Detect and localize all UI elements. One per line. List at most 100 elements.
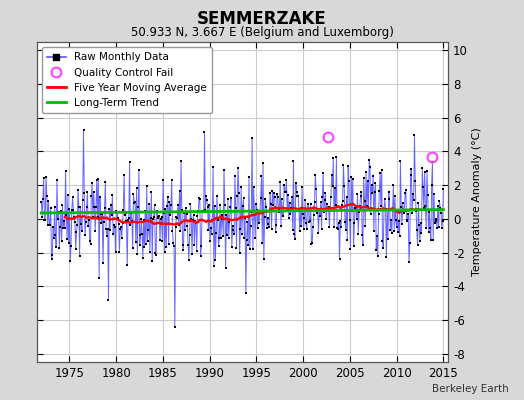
Point (277, 222, 285, 229)
Point (372, 246, 380, 253)
Point (261, 196, 269, 202)
Point (98, 211, 106, 218)
Point (79, 197, 87, 204)
Point (61, 167, 70, 174)
Point (223, 232, 231, 238)
Point (54, 209, 63, 216)
Point (274, 194, 282, 201)
Point (400, 210, 409, 216)
Point (51, 232, 60, 239)
Point (64, 192, 72, 198)
Point (99, 260, 107, 266)
Point (329, 155, 337, 162)
Point (356, 193, 365, 200)
Point (283, 207, 291, 214)
Point (62, 211, 71, 218)
Point (238, 230, 246, 237)
Point (424, 228, 433, 235)
Point (134, 204, 143, 210)
Point (245, 174, 253, 180)
Point (104, 226, 112, 232)
Point (180, 210, 189, 217)
Point (55, 244, 63, 251)
Point (296, 228, 304, 234)
Point (200, 129, 209, 136)
Point (174, 222, 183, 228)
Point (244, 242, 253, 248)
Point (333, 225, 341, 231)
Point (96, 211, 105, 217)
Point (204, 227, 213, 233)
Point (266, 190, 274, 196)
Point (420, 169, 429, 176)
Point (309, 223, 317, 230)
Point (122, 218, 130, 224)
Point (160, 210, 168, 216)
Point (108, 192, 116, 198)
Point (269, 202, 277, 208)
Point (198, 208, 206, 214)
Point (61, 225, 69, 232)
Point (388, 230, 396, 236)
Point (90, 189, 98, 195)
Point (303, 201, 312, 207)
Point (152, 208, 161, 214)
Point (405, 259, 413, 265)
Point (203, 197, 211, 204)
Point (313, 207, 322, 213)
Point (330, 224, 339, 230)
Point (331, 185, 339, 192)
Point (251, 235, 259, 241)
Point (281, 188, 289, 195)
Point (420, 204, 428, 211)
Point (246, 246, 254, 252)
Point (214, 216, 222, 223)
Point (115, 249, 124, 255)
Point (141, 208, 149, 214)
Point (205, 202, 213, 208)
Point (302, 226, 311, 232)
Point (318, 194, 326, 200)
Point (106, 226, 114, 233)
Point (213, 192, 221, 199)
Point (81, 232, 89, 238)
Point (74, 203, 83, 210)
Point (125, 215, 133, 222)
Point (392, 223, 401, 230)
Point (211, 256, 220, 263)
Point (280, 182, 288, 188)
Point (323, 201, 331, 207)
Point (220, 166, 228, 173)
Point (160, 249, 169, 256)
Point (255, 220, 264, 226)
Point (410, 132, 419, 138)
Point (121, 212, 129, 218)
Point (273, 191, 281, 198)
Point (414, 200, 422, 206)
Point (167, 202, 175, 208)
Point (200, 208, 208, 214)
Point (114, 215, 122, 221)
Point (380, 206, 388, 212)
Point (202, 193, 210, 200)
Point (235, 250, 244, 256)
Point (227, 244, 236, 250)
Point (290, 231, 299, 238)
Point (305, 218, 313, 225)
Point (357, 188, 366, 195)
Point (151, 250, 159, 256)
Point (260, 214, 269, 220)
Point (89, 214, 97, 220)
Point (142, 241, 150, 247)
Point (363, 202, 371, 209)
Point (228, 223, 237, 230)
Point (199, 208, 207, 214)
Point (259, 160, 267, 166)
Point (195, 195, 203, 202)
Point (50, 204, 59, 210)
Point (276, 178, 285, 185)
Point (427, 237, 435, 243)
Point (324, 204, 333, 210)
Point (60, 218, 68, 224)
Point (57, 208, 65, 215)
